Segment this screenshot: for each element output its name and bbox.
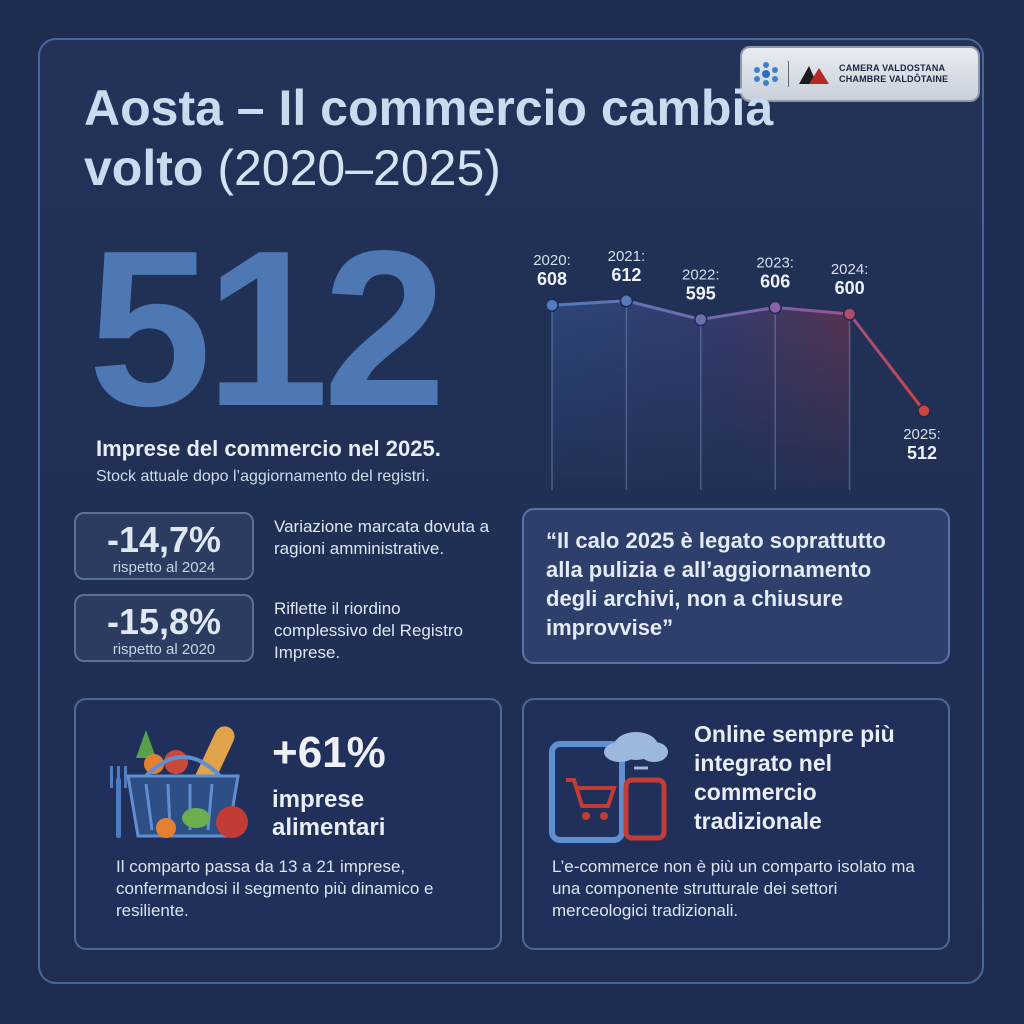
chart-year-label: 2023: — [756, 254, 794, 271]
stat-value: -14,7% — [106, 519, 222, 560]
mountain-icon — [799, 66, 829, 84]
title-years: (2020–2025) — [217, 140, 501, 196]
chart-year-label: 2024: — [831, 261, 869, 278]
food-description: Il comparto passa da 13 a 21 imprese, co… — [116, 857, 434, 920]
logo-text: CAMERA VALDOSTANA CHAMBRE VALDÔTAINE — [839, 63, 948, 85]
chart-point — [842, 307, 857, 321]
kpi-subcaption: Stock attuale dopo l’aggiornamento del r… — [96, 468, 430, 485]
logo-text-line2: CHAMBRE VALDÔTAINE — [839, 74, 949, 84]
chart-value-label: 606 — [760, 271, 790, 291]
online-description: L’e-commerce non è più un comparto isola… — [552, 857, 915, 920]
chart-line — [551, 299, 926, 412]
chart-area — [552, 300, 850, 490]
chart-value-label: 612 — [611, 265, 641, 285]
stat-box-2024: -14,7% rispetto al 2024 — [74, 512, 254, 580]
emblem-icon — [754, 62, 778, 86]
chart-year-label: 2025: — [903, 426, 941, 443]
food-label: imprese alimentari — [272, 786, 386, 841]
chamber-logo: CAMERA VALDOSTANA CHAMBRE VALDÔTAINE — [740, 46, 980, 102]
chart-point — [694, 312, 708, 327]
chart-value-label: 512 — [907, 443, 937, 463]
grocery-basket-icon — [110, 726, 248, 838]
chart-point — [768, 300, 782, 315]
online-title: Online sempre più integrato nel commerci… — [694, 721, 895, 834]
page-title: Aosta – Il commercio cambia volto (2020–… — [84, 78, 884, 198]
food-card: +61% imprese alimentari Il comparto pass… — [74, 698, 502, 950]
food-percent: +61% — [272, 728, 386, 777]
chart-value-label: 608 — [537, 269, 567, 289]
chart-value-label: 595 — [686, 284, 716, 304]
ecommerce-icon — [549, 732, 668, 843]
chart-year-label: 2021: — [608, 248, 646, 265]
title-main: Aosta – Il commercio cambia volto — [84, 80, 774, 196]
chart-year-label: 2020: — [533, 252, 571, 269]
stat-description: Variazione marcata dovuta a ragioni ammi… — [274, 517, 490, 558]
chart-point — [619, 294, 634, 308]
stat-description: Riflette il riordino complessivo del Reg… — [274, 599, 463, 662]
logo-separator — [788, 61, 789, 87]
chart-year-label: 2022: — [682, 267, 720, 284]
stat-box-2020: -15,8% rispetto al 2020 — [74, 594, 254, 662]
trend-chart: 2020:608 2021:612 2022:595 2023:606 2024:600… — [533, 248, 941, 490]
kpi-value: 512 — [88, 205, 446, 453]
chart-value-label: 600 — [835, 278, 865, 298]
stat-value: -15,8% — [106, 601, 222, 642]
quote-box: “Il calo 2025 è legato soprattutto alla … — [522, 508, 950, 664]
logo-text-line1: CAMERA VALDOSTANA — [839, 63, 946, 73]
kpi-caption: Imprese del commercio nel 2025. — [96, 436, 441, 461]
chart-point — [917, 404, 931, 418]
stat-reference: rispetto al 2024 — [112, 559, 216, 576]
stat-reference: rispetto al 2020 — [112, 641, 216, 658]
chart-point — [545, 298, 559, 312]
online-card: Online sempre più integrato nel commerci… — [522, 698, 950, 950]
